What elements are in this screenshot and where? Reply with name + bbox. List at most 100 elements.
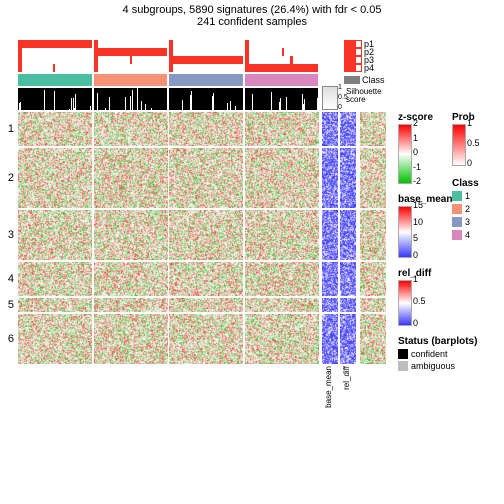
anno-labels: p1p2p3p4Class (344, 40, 385, 86)
heatmap-canvas (169, 314, 243, 364)
silhouette-axis: 10.50 (322, 86, 342, 108)
heatmap-canvas (322, 314, 338, 364)
prob-row (18, 40, 318, 48)
heatmap-canvas (360, 298, 386, 312)
side-track-label: base_mean (324, 366, 333, 408)
class-row (18, 74, 318, 86)
legend-tick: 1 (467, 118, 472, 128)
heatmap-canvas (322, 210, 338, 260)
heatmap-canvas (169, 210, 243, 260)
legend-tick: 0 (467, 158, 472, 168)
heatmap-canvas (340, 262, 356, 296)
silhouette-seg (18, 88, 92, 110)
heatmap-canvas (322, 298, 338, 312)
heatmap-canvas (94, 314, 168, 364)
heatmap-canvas (18, 298, 92, 312)
class-seg (169, 74, 243, 86)
prob-seg (94, 48, 168, 56)
class-anno-label: Class (344, 74, 385, 86)
legend-title: Class (452, 178, 479, 189)
heatmap-canvas (340, 314, 356, 364)
heatmap-canvas (322, 148, 338, 208)
heatmap-canvas (245, 298, 319, 312)
annotation-block (18, 40, 318, 110)
heatmap-canvas (360, 262, 386, 296)
prob-row (18, 48, 318, 56)
title-line2: 241 confident samples (0, 16, 504, 28)
heatmap-canvas (94, 210, 168, 260)
silhouette-seg (169, 88, 243, 110)
prob-seg (94, 56, 168, 64)
legend-gradient (452, 124, 466, 166)
legend-item: 3 (452, 217, 470, 227)
legend-tick: 1 (413, 133, 418, 143)
heatmap-canvas (245, 112, 319, 146)
heatmap-canvas (245, 148, 319, 208)
legend-tick: 5 (413, 233, 418, 243)
heatmap-canvas (245, 210, 319, 260)
legend-tick: 0.5 (467, 138, 480, 148)
heatmap-canvas (360, 148, 386, 208)
silhouette-seg (245, 88, 319, 110)
heatmap-canvas (169, 298, 243, 312)
title-line1: 4 subgroups, 5890 signatures (26.4%) wit… (0, 0, 504, 16)
legend-tick: 0 (413, 318, 418, 328)
silhouette-row (18, 88, 318, 110)
heatmap-canvas (245, 314, 319, 364)
heatmap-canvas (18, 112, 92, 146)
prob-seg (245, 64, 319, 72)
legend-item: confident (398, 349, 448, 359)
prob-seg (169, 64, 243, 72)
heatmap-canvas (340, 210, 356, 260)
legend-tick: 15 (413, 200, 423, 210)
prob-label: p4 (344, 64, 385, 72)
heatmap-canvas (322, 262, 338, 296)
prob-seg (18, 40, 92, 48)
prob-row (18, 64, 318, 72)
heatmap-canvas (18, 148, 92, 208)
heatmap-canvas (360, 210, 386, 260)
heatmap-canvas (245, 262, 319, 296)
row-label: 4 (0, 273, 14, 285)
heatmap-canvas (94, 298, 168, 312)
legend-tick: 10 (413, 217, 423, 227)
class-seg (18, 74, 92, 86)
legend-item: 1 (452, 191, 470, 201)
silhouette-label: Silhouette score (346, 88, 382, 104)
prob-seg (169, 40, 243, 48)
heatmap-canvas (360, 314, 386, 364)
heatmap-canvas (340, 298, 356, 312)
legend-tick: 2 (413, 118, 418, 128)
heatmap-canvas (169, 112, 243, 146)
prob-seg (245, 48, 319, 56)
heatmap-canvas (322, 112, 338, 146)
silhouette-seg (94, 88, 168, 110)
legend-tick: 0.5 (413, 296, 426, 306)
legend-tick: 1 (413, 274, 418, 284)
prob-seg (245, 56, 319, 64)
legend-gradient (398, 124, 412, 184)
prob-row (18, 56, 318, 64)
side-track-label: rel_diff (342, 366, 351, 390)
row-label: 2 (0, 172, 14, 184)
row-label: 1 (0, 123, 14, 135)
legend-item: 4 (452, 230, 470, 240)
legend-title: Status (barplots) (398, 336, 477, 347)
prob-seg (169, 56, 243, 64)
legend-gradient (398, 280, 412, 326)
heatmap-canvas (18, 314, 92, 364)
prob-seg (94, 64, 168, 72)
heatmap-canvas (340, 112, 356, 146)
prob-seg (18, 56, 92, 64)
class-seg (94, 74, 168, 86)
prob-seg (18, 48, 92, 56)
legend-tick: -1 (413, 162, 421, 172)
legend-item: ambiguous (398, 361, 455, 371)
heatmap-canvas (18, 262, 92, 296)
row-label: 3 (0, 229, 14, 241)
legend-tick: -2 (413, 176, 421, 186)
class-seg (245, 74, 319, 86)
legend-tick: 0 (413, 250, 418, 260)
heatmap-canvas (360, 112, 386, 146)
heatmap-canvas (340, 148, 356, 208)
